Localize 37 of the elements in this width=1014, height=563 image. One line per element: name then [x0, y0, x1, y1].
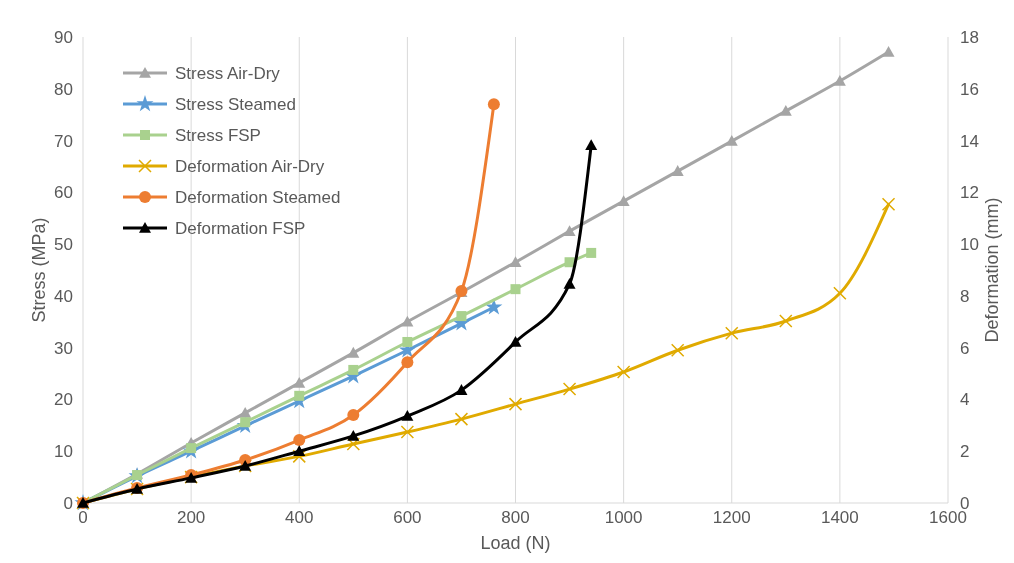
y-tick-label: 0 [63, 494, 73, 513]
x-tick-label: 600 [393, 508, 422, 527]
y-tick-label: 10 [54, 442, 73, 462]
x-tick-label: 200 [176, 508, 206, 527]
y-tick-label: 80 [54, 79, 73, 99]
legend-label: Deformation Air-Dry [175, 157, 325, 176]
y2-axis-title: Deformation (mm) [982, 197, 1002, 343]
legend-label: Deformation Steamed [175, 188, 341, 207]
y2-tick-label: 6 [960, 338, 970, 358]
x-tick-label: 1000 [604, 508, 643, 527]
y-tick-label: 90 [54, 28, 73, 47]
x-tick-label: 400 [285, 508, 314, 527]
y-axis-title: Stress (MPa) [29, 217, 49, 323]
x-tick-label: 0 [78, 508, 88, 527]
x-tick-label: 800 [501, 508, 530, 527]
legend-label: Stress Air-Dry [175, 64, 281, 83]
legend-label: Stress FSP [175, 126, 261, 145]
y2-tick-label: 18 [960, 28, 979, 47]
y2-tick-label: 10 [960, 235, 979, 255]
y-tick-label: 20 [54, 390, 73, 410]
legend-label: Deformation FSP [175, 219, 306, 238]
y-tick-label: 70 [54, 131, 73, 151]
y-tick-label: 40 [54, 286, 73, 306]
y2-tick-label: 8 [960, 286, 970, 306]
x-tick-label: 1400 [820, 508, 859, 527]
x-tick-label: 1200 [712, 508, 751, 527]
y-tick-label: 30 [54, 338, 73, 358]
y2-tick-label: 14 [960, 131, 979, 151]
legend-label: Stress Steamed [175, 95, 296, 114]
y2-tick-label: 4 [960, 390, 970, 410]
x-tick-label: 1600 [929, 508, 967, 527]
y2-tick-label: 2 [960, 442, 970, 462]
x-axis-title: Load (N) [480, 533, 551, 553]
y-tick-label: 50 [54, 235, 73, 255]
y2-tick-label: 16 [960, 79, 979, 99]
y-tick-label: 60 [54, 183, 73, 203]
y2-tick-label: 12 [960, 183, 979, 203]
